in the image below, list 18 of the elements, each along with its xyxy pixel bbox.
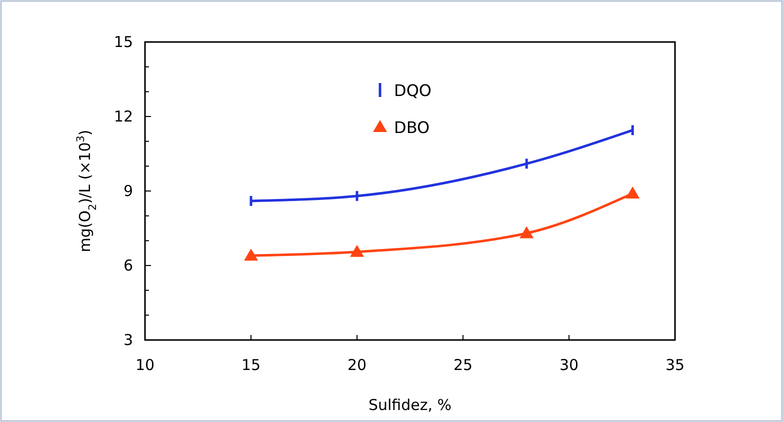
y-tick-label: 15 [114,33,133,51]
point [244,248,258,261]
x-tick-label: 10 [135,356,155,374]
y-tick-label: 3 [123,331,133,349]
point [350,244,364,257]
legend-label: DBO [394,118,430,137]
point [626,186,640,198]
x-axis-title: Sulfidez, % [368,396,452,414]
x-tick-label: 35 [665,356,685,374]
x-tick-label: 20 [347,356,367,374]
x-tick-label: 30 [559,356,579,374]
legend-label: DQO [394,81,432,100]
y-tick-label: 9 [123,182,133,200]
x-tick-label: 25 [453,356,473,374]
point [520,226,534,238]
y-tick-label: 12 [114,108,133,126]
x-tick-label: 15 [241,356,261,374]
y-tick-label: 6 [123,256,133,274]
